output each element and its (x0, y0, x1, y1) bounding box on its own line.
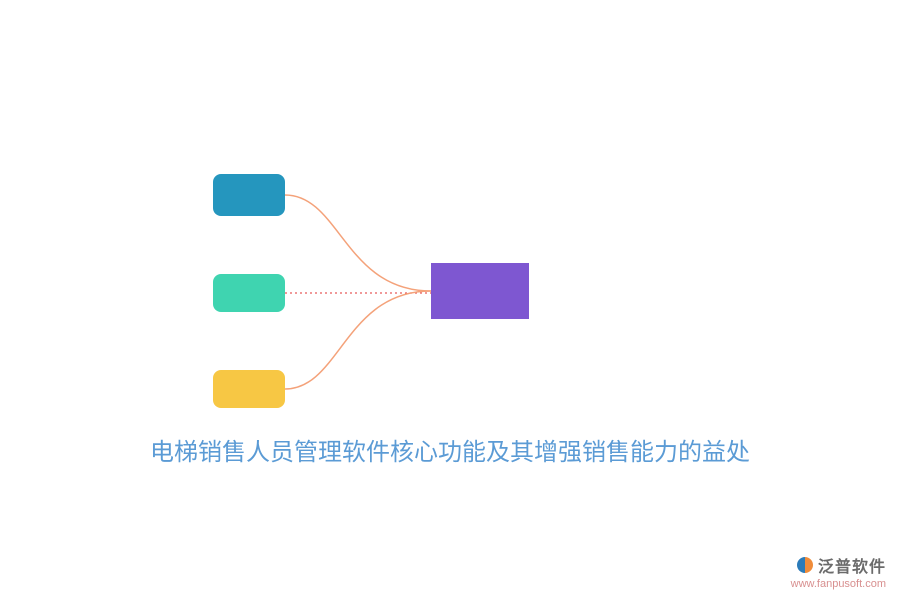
brand-logo-icon (796, 556, 814, 574)
diagram-node-node-teal (213, 174, 285, 216)
watermark-brand-row: 泛普软件 (791, 553, 886, 577)
diagram-node-node-amber (213, 370, 285, 408)
diagram-caption: 电梯销售人员管理软件核心功能及其增强销售能力的益处 (0, 432, 900, 467)
watermark-url: www.fanpusoft.com (791, 578, 886, 590)
watermark: 泛普软件 www.fanpusoft.com (791, 553, 886, 590)
diagram-node-node-purple (431, 263, 529, 319)
diagram-node-node-mint (213, 274, 285, 312)
edge-node-teal-to-node-purple (285, 195, 431, 291)
watermark-brand-text: 泛普软件 (818, 553, 886, 577)
diagram-canvas: 电梯销售人员管理软件核心功能及其增强销售能力的益处 泛普软件 www.fanpu… (0, 0, 900, 600)
edge-node-amber-to-node-purple (285, 291, 431, 389)
